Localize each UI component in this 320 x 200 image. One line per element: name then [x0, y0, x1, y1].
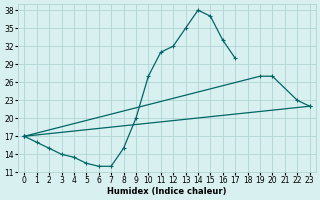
X-axis label: Humidex (Indice chaleur): Humidex (Indice chaleur)	[107, 187, 227, 196]
